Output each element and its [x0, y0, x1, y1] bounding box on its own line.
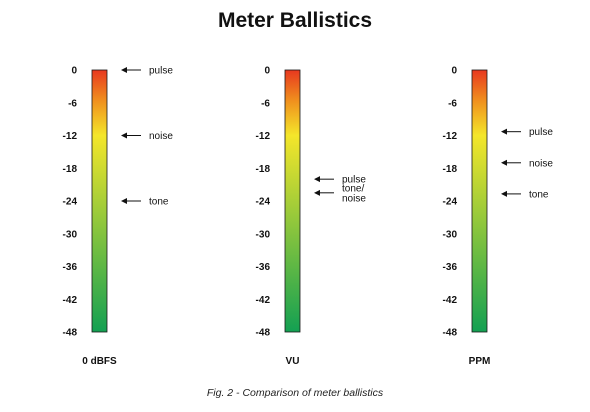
figure-caption: Fig. 2 - Comparison of meter ballistics [207, 387, 384, 399]
annotation-noise: noise [501, 158, 553, 169]
scale-tick-label: -24 [256, 197, 271, 208]
arrow-head-icon [501, 190, 507, 197]
scale-tick-label: -48 [443, 328, 458, 339]
arrow-head-icon [121, 198, 127, 204]
annotation-label: pulse [342, 175, 366, 186]
arrow-head-icon [314, 176, 320, 183]
meter-vu: 0 -6 -12 -18 -24 -30 -36 -42 -48 VU pulsetone/nois… [256, 66, 367, 368]
scale-tick-label: -42 [443, 295, 458, 306]
meters-group: 0 -6 -12 -18 -24 -30 -36 -42 -48 0 dBFS pulse noise… [63, 66, 554, 368]
annotation-tone: tone [121, 197, 169, 208]
scale-tick-label: -42 [63, 295, 78, 306]
annotation-tone-noise: tone/noise [314, 183, 366, 204]
scale-tick-label: 0 [264, 66, 270, 77]
meter-bar [284, 69, 301, 333]
scale-tick-label: -48 [256, 328, 271, 339]
scale-tick-label: -48 [63, 328, 78, 339]
annotation-label: tone [529, 189, 549, 200]
annotation-label: pulse [149, 66, 173, 77]
scale-tick-label: -24 [443, 197, 458, 208]
scale-tick-label: 0 [451, 66, 457, 77]
meter-ppm: 0 -6 -12 -18 -24 -30 -36 -42 -48 PPM pulse noise ton… [443, 66, 554, 368]
annotation-label: pulse [529, 127, 553, 138]
arrow-head-icon [314, 189, 320, 196]
annotation-tone: tone [501, 189, 549, 200]
scale-tick-label: -12 [63, 131, 78, 142]
meter-label: 0 dBFS [82, 356, 117, 367]
meter-bar [91, 69, 108, 333]
annotation-label: noise [342, 193, 366, 204]
annotation-label: tone/ [342, 183, 364, 194]
scale-tick-label: -24 [63, 197, 78, 208]
diagram-title: Meter Ballistics [218, 9, 372, 32]
annotation-label: tone [149, 197, 169, 208]
annotation-pulse: pulse [121, 66, 173, 77]
annotation-label: noise [149, 131, 173, 142]
scale-tick-label: -18 [443, 164, 458, 175]
scale-tick-label: -6 [261, 98, 270, 109]
meter-0-dbfs: 0 -6 -12 -18 -24 -30 -36 -42 -48 0 dBFS pulse noise… [63, 66, 174, 368]
scale-tick-label: -42 [256, 295, 271, 306]
scale-tick-label: -12 [256, 131, 271, 142]
scale-tick-label: -36 [63, 262, 78, 273]
annotation-pulse: pulse [314, 175, 366, 186]
scale-tick-label: -36 [443, 262, 458, 273]
scale-tick-label: 0 [71, 66, 77, 77]
meter-bar [471, 69, 488, 333]
arrow-head-icon [501, 128, 507, 135]
scale-tick-label: -18 [256, 164, 271, 175]
arrow-head-icon [121, 67, 127, 73]
scale-tick-label: -6 [448, 98, 457, 109]
arrow-head-icon [501, 159, 507, 166]
scale-tick-label: -30 [256, 229, 271, 240]
scale-tick-label: -36 [256, 262, 271, 273]
annotation-pulse: pulse [501, 127, 553, 138]
meter-label: PPM [469, 356, 491, 367]
scale-tick-label: -12 [443, 131, 458, 142]
scale-tick-label: -30 [443, 229, 458, 240]
annotation-noise: noise [121, 131, 173, 142]
arrow-head-icon [121, 132, 127, 139]
scale-tick-label: -6 [68, 98, 77, 109]
scale-tick-label: -30 [63, 229, 78, 240]
scale-tick-label: -18 [63, 164, 78, 175]
meter-label: VU [286, 356, 300, 367]
annotation-label: noise [529, 158, 553, 169]
